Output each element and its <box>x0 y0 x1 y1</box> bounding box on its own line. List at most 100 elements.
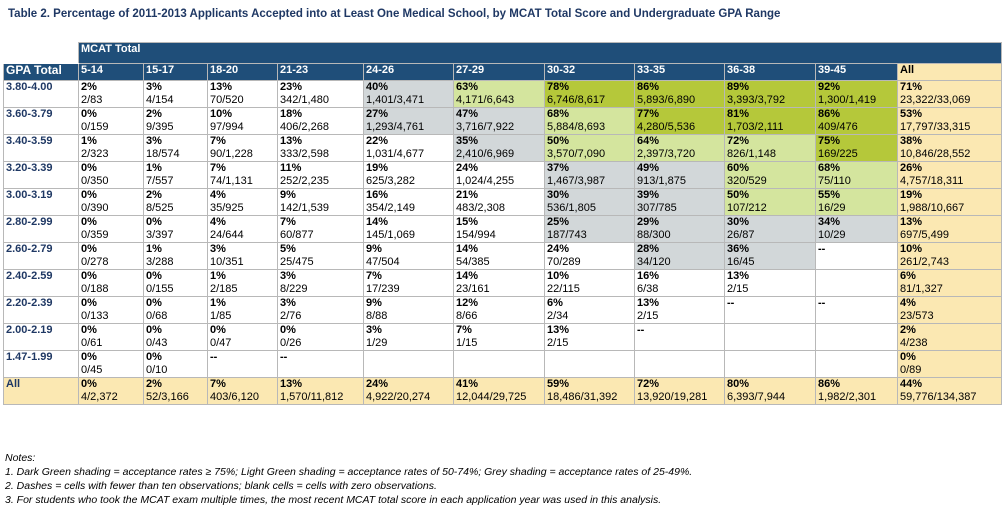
accepted-over-applicants: 4,171/6,643 <box>456 94 515 106</box>
table-cell: 19% 1,988/10,667 <box>896 188 1003 216</box>
table-cell: 53% 17,797/33,315 <box>896 107 1003 135</box>
accepted-over-applicants: 16/29 <box>818 202 846 214</box>
table-cell: 41% 12,044/29,725 <box>453 377 545 405</box>
acceptance-percent: 75% <box>818 135 841 148</box>
accepted-over-applicants: 24/644 <box>210 229 244 241</box>
acceptance-percent: 0% <box>280 324 296 337</box>
table-cell: 40% 1,401/3,471 <box>363 80 454 108</box>
accepted-over-applicants: 6,393/7,944 <box>727 391 786 403</box>
accepted-over-applicants: 47/504 <box>366 256 400 268</box>
table-cell: 13% 2/15 <box>544 323 635 351</box>
table-cell: 0% 0/43 <box>143 323 208 351</box>
acceptance-percent: 13% <box>727 270 750 283</box>
table-cell: 1% 1/85 <box>207 296 278 324</box>
table-cell: 72% 826/1,148 <box>724 134 816 162</box>
table-cell: 21% 483/2,308 <box>453 188 545 216</box>
accepted-over-applicants: 1,024/4,255 <box>456 175 515 187</box>
accepted-over-applicants: 409/476 <box>818 121 858 133</box>
table-cell: 23% 342/1,480 <box>277 80 364 108</box>
acceptance-percent: 14% <box>456 243 479 256</box>
acceptance-percent: 44% <box>900 378 923 391</box>
table-cell: 24% 70/289 <box>544 242 635 270</box>
accepted-over-applicants: 261/2,743 <box>900 256 949 268</box>
table-cell: 77% 4,280/5,536 <box>634 107 725 135</box>
table-cell: 75% 169/225 <box>815 134 898 162</box>
table-cell: 0% 0/68 <box>143 296 208 324</box>
acceptance-percent: 25% <box>547 216 570 229</box>
acceptance-percent: 63% <box>456 81 479 94</box>
gpa-range-label: 2.20-2.39 <box>3 296 79 324</box>
acceptance-percent: 30% <box>547 189 570 202</box>
acceptance-percent: 86% <box>818 108 841 121</box>
accepted-over-applicants: 0/159 <box>81 121 109 133</box>
table-cell: 29% 88/300 <box>634 215 725 243</box>
table-row: 3.20-3.39 0% 0/350 1% 7/557 7% 74/1,131 11% 252/… <box>3 161 1003 189</box>
table-cell: 64% 2,397/3,720 <box>634 134 725 162</box>
table-cell: 13% 1,570/11,812 <box>277 377 364 405</box>
table-cell: 0% 0/278 <box>78 242 144 270</box>
accepted-over-applicants: 9/395 <box>146 121 174 133</box>
table-cell: 0% 0/61 <box>78 323 144 351</box>
table-cell: 50% 3,570/7,090 <box>544 134 635 162</box>
acceptance-percent: 7% <box>210 378 226 391</box>
table-cell: 86% 5,893/6,890 <box>634 80 725 108</box>
accepted-over-applicants: 3,393/3,792 <box>727 94 786 106</box>
table-cell: 1% 3/288 <box>143 242 208 270</box>
acceptance-percent: 77% <box>637 108 660 121</box>
corner-cell <box>3 42 79 64</box>
acceptance-percent: 29% <box>637 216 660 229</box>
accepted-over-applicants: 34/120 <box>637 256 671 268</box>
acceptance-percent: 68% <box>818 162 841 175</box>
acceptance-percent: 3% <box>146 135 162 148</box>
table-cell: 78% 6,746/8,617 <box>544 80 635 108</box>
table-cell: 92% 1,300/1,419 <box>815 80 898 108</box>
table-cell: 55% 16/29 <box>815 188 898 216</box>
accepted-over-applicants: 35/925 <box>210 202 244 214</box>
accepted-over-applicants: 5,893/6,890 <box>637 94 696 106</box>
accepted-over-applicants: 59,776/134,387 <box>900 391 977 403</box>
table-cell: -- <box>277 350 364 378</box>
accepted-over-applicants: 0/278 <box>81 256 109 268</box>
table-cell: 80% 6,393/7,944 <box>724 377 816 405</box>
accepted-over-applicants: 0/43 <box>146 337 168 349</box>
accepted-over-applicants: 18,486/31,392 <box>547 391 618 403</box>
table-cell: 2% 4/238 <box>896 323 1003 351</box>
acceptance-percent: 68% <box>547 108 570 121</box>
table-cell: 27% 1,293/4,761 <box>363 107 454 135</box>
acceptance-percent: 10% <box>210 108 233 121</box>
note-1: 1. Dark Green shading = acceptance rates… <box>5 466 693 478</box>
accepted-over-applicants: 16/45 <box>727 256 755 268</box>
note-3: 3. For students who took the MCAT exam m… <box>5 494 662 506</box>
accepted-over-applicants: 26/87 <box>727 229 755 241</box>
acceptance-percent: 21% <box>456 189 479 202</box>
acceptance-percent: 7% <box>210 135 226 148</box>
table-cell: 2% 9/395 <box>143 107 208 135</box>
accepted-over-applicants: 8/525 <box>146 202 174 214</box>
accepted-over-applicants: 1,293/4,761 <box>366 121 425 133</box>
accepted-over-applicants: 10/29 <box>818 229 846 241</box>
acceptance-percent: 13% <box>210 81 233 94</box>
acceptance-percent: 81% <box>727 108 750 121</box>
acceptance-percent: 2% <box>146 108 162 121</box>
acceptance-percent: 6% <box>900 270 916 283</box>
acceptance-percent: 80% <box>727 378 750 391</box>
table-cell: 44% 59,776/134,387 <box>896 377 1003 405</box>
table-cell: 0% 0/89 <box>896 350 1003 378</box>
table-cell: 30% 536/1,805 <box>544 188 635 216</box>
mcat-total-band: MCAT Total <box>77 42 1003 64</box>
acceptance-percent: 14% <box>366 216 389 229</box>
acceptance-percent: -- <box>637 324 645 337</box>
table-title: Table 2. Percentage of 2011-2013 Applica… <box>8 8 781 20</box>
accepted-over-applicants: 1/29 <box>366 337 388 349</box>
table-cell: 10% 22/115 <box>544 269 635 297</box>
acceptance-percent: 72% <box>637 378 660 391</box>
acceptance-percent: 18% <box>280 108 303 121</box>
acceptance-percent: -- <box>818 243 826 256</box>
table-cell: 0% 0/26 <box>277 323 364 351</box>
table-cell: 59% 18,486/31,392 <box>544 377 635 405</box>
acceptance-percent: 10% <box>900 243 923 256</box>
accepted-over-applicants: 2/323 <box>81 148 109 160</box>
table-cell: 13% 2/15 <box>634 296 725 324</box>
acceptance-percent: 24% <box>366 378 389 391</box>
accepted-over-applicants: 142/1,539 <box>280 202 329 214</box>
